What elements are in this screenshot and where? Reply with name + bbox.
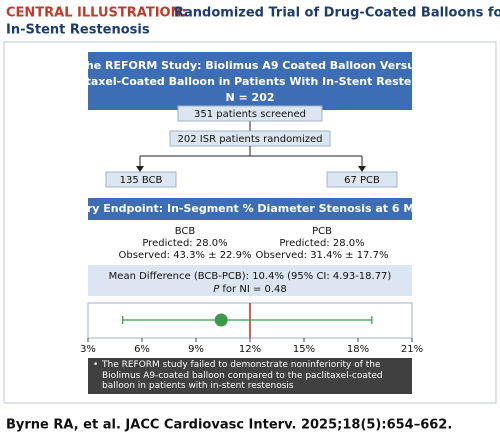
- flow-box: [105, 171, 177, 188]
- conclusion-box: [88, 358, 412, 394]
- flow-text: 135 BCB: [120, 175, 163, 186]
- conclusion-text: The REFORM study failed to demonstrate n…: [102, 360, 383, 391]
- study-title: The REFORM Study: Biolimus A9 Coated Bal…: [78, 59, 422, 72]
- arm-observed: Observed: 43.3% ± 22.9%: [119, 250, 252, 261]
- x-tick-label: 18%: [347, 344, 369, 355]
- arm-name: PCB: [312, 226, 332, 237]
- difference: Mean Difference (BCB-PCB): 10.4% (95% CI…: [109, 271, 392, 282]
- header-title: In-Stent Restenosis: [6, 23, 150, 38]
- flow-text: 351 patients screened: [194, 109, 306, 120]
- x-tick-label: 9%: [188, 344, 204, 355]
- flow-text: 202 ISR patients randomized: [178, 134, 323, 145]
- estimate-point: [214, 313, 228, 327]
- p-text: for NI = 0.48: [219, 284, 287, 295]
- connector: [139, 146, 363, 168]
- endpoint: Primary Endpoint: In-Segment % Diameter …: [51, 202, 450, 215]
- arm-observed: Observed: 31.4% ± 17.7%: [256, 250, 389, 261]
- x-tick-label: 3%: [80, 344, 96, 355]
- flow-text: 67 PCB: [344, 175, 380, 186]
- forest-plot: 3% 6% 9% 12% 15% 18% 21%: [80, 303, 423, 355]
- study-n: N = 202: [225, 91, 274, 104]
- study-box: [88, 52, 412, 110]
- endpoint-box: [88, 198, 412, 220]
- x-tick-label: 15%: [293, 344, 315, 355]
- p-symbol: P: [213, 284, 220, 295]
- p-value: P for NI = 0.48: [213, 284, 287, 295]
- study-title: Paclitaxel-Coated Balloon in Patients Wi…: [56, 75, 444, 88]
- bullet: •: [93, 360, 99, 370]
- citation: Byrne RA, et al. JACC Cardiovasc Interv.…: [6, 418, 452, 433]
- arm-name: BCB: [175, 226, 196, 237]
- conclusion: • The REFORM study failed to demonstrate …: [92, 360, 410, 392]
- header-label: CENTRAL ILLUSTRATION:: [6, 6, 187, 21]
- conclusion-wrap: • The REFORM study failed to demonstrate …: [92, 360, 410, 392]
- x-tick-label: 21%: [401, 344, 423, 355]
- flow-box: [326, 171, 398, 188]
- x-tick-label: 6%: [134, 344, 150, 355]
- arm-predicted: Predicted: 28.0%: [279, 238, 364, 249]
- difference-box: [88, 265, 412, 296]
- x-tick-label: 12%: [239, 344, 261, 355]
- arm-predicted: Predicted: 28.0%: [142, 238, 227, 249]
- flow-box: [177, 105, 323, 122]
- header-title: Randomized Trial of Drug-Coated Balloons…: [174, 6, 500, 21]
